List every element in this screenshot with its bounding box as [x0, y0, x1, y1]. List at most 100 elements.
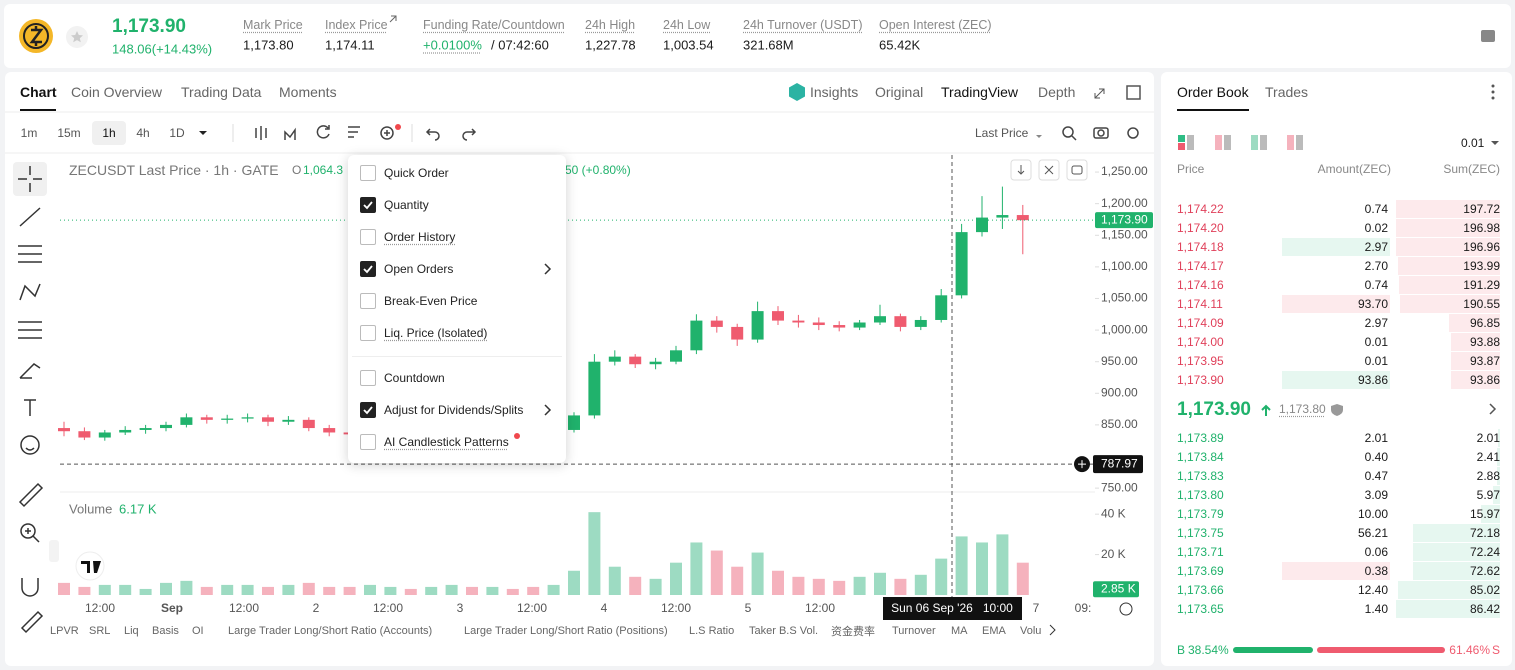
book-price[interactable]: 1,174.16 — [1177, 278, 1224, 292]
indicator[interactable]: MA — [951, 625, 968, 637]
book-price[interactable]: 1,174.00 — [1177, 335, 1224, 349]
stat-value: 1,227.78 — [585, 37, 636, 53]
checkbox[interactable] — [360, 261, 376, 277]
view-tab[interactable]: Original — [875, 84, 924, 100]
more-arrow[interactable] — [1489, 403, 1497, 415]
checkbox[interactable] — [360, 293, 376, 309]
interval[interactable]: 1m — [20, 126, 38, 140]
chart-tab[interactable]: Chart — [20, 84, 57, 100]
indicator[interactable]: L.S Ratio — [689, 625, 735, 637]
volume-bar — [119, 584, 132, 595]
book-price[interactable]: 1,174.18 — [1177, 240, 1224, 254]
view-tab[interactable]: Insights — [810, 84, 859, 100]
chart-tab[interactable]: Moments — [279, 84, 337, 100]
indicator[interactable]: OI — [192, 625, 204, 637]
menu-item[interactable]: Order History — [384, 230, 456, 244]
book-price[interactable]: 1,173.79 — [1177, 507, 1224, 521]
menu-item[interactable]: Break-Even Price — [384, 294, 478, 308]
expand-icon[interactable] — [1094, 88, 1105, 99]
book-price[interactable]: 1,173.65 — [1177, 602, 1224, 616]
menu-item[interactable]: Quick Order — [384, 166, 449, 180]
doc-icon[interactable] — [1481, 30, 1495, 42]
stat-value: +0.0100% — [423, 37, 482, 53]
volume-bar — [608, 566, 621, 595]
chart-tab[interactable]: Coin Overview — [71, 84, 163, 100]
caret[interactable] — [199, 131, 207, 135]
candle-body — [323, 428, 336, 433]
insights-icon[interactable] — [789, 83, 805, 101]
window-icon[interactable] — [1126, 85, 1141, 100]
precision[interactable]: 0.01 — [1461, 136, 1485, 150]
collapse-tab[interactable] — [49, 540, 59, 562]
book-price[interactable]: 1,174.09 — [1177, 316, 1224, 330]
interval[interactable]: 4h — [136, 126, 150, 140]
book-price[interactable]: 1,174.20 — [1177, 221, 1224, 235]
book-price[interactable]: 1,173.71 — [1177, 545, 1224, 559]
book-price[interactable]: 1,173.66 — [1177, 583, 1224, 597]
book-amount: 0.01 — [1364, 335, 1388, 349]
indicator[interactable]: SRL — [89, 625, 111, 637]
checkbox[interactable] — [360, 229, 376, 245]
book-price[interactable]: 1,173.95 — [1177, 354, 1224, 368]
price-type[interactable]: Last Price — [975, 126, 1029, 140]
volume-bar — [241, 584, 254, 595]
y-tick-label: 1,100.00 — [1101, 259, 1148, 273]
drawing-tools[interactable] — [13, 162, 47, 634]
book-amount: 12.40 — [1357, 583, 1388, 597]
book-price[interactable]: 1,173.69 — [1177, 564, 1224, 578]
view-tab[interactable]: Depth — [1038, 84, 1076, 100]
book-price[interactable]: 1,174.11 — [1177, 297, 1223, 311]
indicator[interactable]: Basis — [152, 625, 179, 637]
indicator[interactable]: EMA — [982, 625, 1006, 637]
menu-item[interactable]: Countdown — [384, 371, 445, 385]
book-price[interactable]: 1,174.17 — [1177, 259, 1224, 273]
volume-bar — [78, 586, 91, 595]
book-sum: 197.72 — [1463, 202, 1500, 216]
indicator[interactable]: Volu — [1020, 625, 1042, 637]
candle-body — [139, 428, 152, 430]
candle-body — [894, 316, 907, 327]
book-price[interactable]: 1,174.22 — [1177, 202, 1224, 216]
indicator[interactable]: Taker B.S Vol. — [749, 625, 819, 637]
indicator[interactable]: Liq — [124, 625, 139, 637]
settings-icon[interactable] — [1119, 602, 1133, 616]
menu-item[interactable]: Open Orders — [384, 262, 454, 276]
book-sum: 86.42 — [1469, 602, 1500, 616]
volume-box — [1093, 581, 1139, 598]
book-price[interactable]: 1,173.90 — [1177, 373, 1224, 387]
indicator[interactable]: Turnover — [892, 625, 936, 637]
chart-tab[interactable]: Trading Data — [181, 84, 262, 100]
interval[interactable]: 1h — [102, 126, 116, 140]
checkbox[interactable] — [360, 402, 376, 418]
menu-item[interactable]: AI Candlestick Patterns — [384, 435, 509, 449]
book-tab[interactable]: Trades — [1265, 84, 1309, 100]
indicator[interactable]: LPVR — [50, 625, 79, 637]
col-price: Price — [1177, 162, 1205, 176]
book-tab[interactable]: Order Book — [1177, 84, 1249, 100]
toolbar-icons[interactable] — [255, 125, 1139, 141]
menu-item[interactable]: Adjust for Dividends/Splits — [384, 403, 524, 417]
up-arrow — [1261, 404, 1271, 416]
depth-bar — [1492, 486, 1500, 504]
y-tick-label: 1,000.00 — [1101, 322, 1148, 336]
checkbox[interactable] — [360, 165, 376, 181]
interval[interactable]: 1D — [169, 126, 185, 140]
view-tab[interactable]: TradingView — [941, 84, 1019, 100]
indicator[interactable]: 资金费率 — [831, 626, 875, 638]
indicator[interactable]: Large Trader Long/Short Ratio (Positions… — [464, 625, 668, 637]
checkbox[interactable] — [360, 197, 376, 213]
menu-item[interactable]: Quantity — [384, 198, 429, 212]
checkbox[interactable] — [360, 434, 376, 450]
book-price[interactable]: 1,173.89 — [1177, 431, 1224, 445]
book-price[interactable]: 1,173.75 — [1177, 526, 1224, 540]
menu-item[interactable]: Liq. Price (Isolated) — [384, 326, 488, 340]
checkbox[interactable] — [360, 325, 376, 341]
indicator[interactable]: Large Trader Long/Short Ratio (Accounts) — [228, 625, 433, 637]
book-price[interactable]: 1,173.83 — [1177, 469, 1224, 483]
book-layout-icons[interactable] — [1178, 135, 1303, 150]
chart-buttons[interactable] — [1010, 159, 1088, 181]
interval[interactable]: 15m — [57, 126, 81, 140]
book-price[interactable]: 1,173.84 — [1177, 450, 1224, 464]
book-price[interactable]: 1,173.80 — [1177, 488, 1224, 502]
checkbox[interactable] — [360, 370, 376, 386]
